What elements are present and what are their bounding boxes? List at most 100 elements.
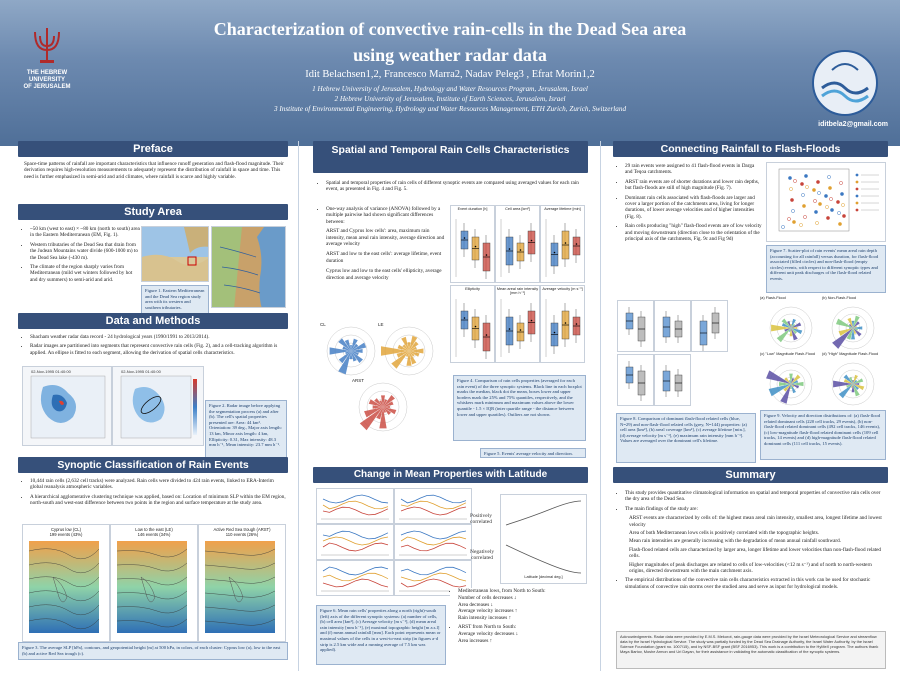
synoptic-map-title: Low to the east (LE) 146 events (34%) [135, 527, 173, 537]
hydrology-program-logo [812, 50, 878, 116]
preface-text: Space-time patterns of rainfall are impo… [24, 161, 284, 201]
fig8-legend [695, 356, 735, 376]
scatter-point [812, 188, 816, 192]
direction-rose: LE [376, 322, 442, 380]
flash-bullet: Rain cells producing "high" flash-flood … [625, 223, 763, 242]
eastern-mediterranean-map [141, 226, 209, 282]
rose-label: LE [378, 322, 384, 327]
synoptic-map: Cyprus low (CL) 199 events (43%) [22, 524, 110, 642]
scatter-point [793, 179, 797, 183]
flash-bullet: ARST rain events are of shorter duration… [625, 179, 763, 192]
figure-3-caption: Figure 3. The average SLP [hPa], contour… [18, 642, 288, 660]
scatter-point [842, 214, 846, 218]
latitude-plot [316, 524, 394, 560]
scatter-point [836, 200, 840, 204]
flash-boxplot [654, 354, 691, 406]
flash-floods-banner: Connecting Rainfall to Flash-Floods [613, 141, 888, 157]
data-methods-bullet: Radar images are partitioned into segmen… [30, 343, 286, 356]
scatter-point [839, 181, 843, 185]
scatter-point [802, 204, 806, 208]
summary-finding: Area of both Mediterranean lows cells is… [629, 530, 820, 537]
boxplot: Mean areal rain intensity [mm h⁻¹] [495, 285, 540, 363]
summary-finding: ARST events are characterized by cells o… [629, 515, 882, 528]
flash-rose-label: (a) Flash-Flood [760, 296, 786, 300]
boxplot: Average velocity [m s⁻¹] [540, 285, 585, 363]
scatter-point [827, 175, 831, 179]
flash-boxplot [691, 300, 728, 352]
scatter-point [825, 205, 829, 209]
scatter-point [788, 176, 792, 180]
scatter-point [813, 199, 817, 203]
scatter-point [826, 216, 830, 220]
affiliation-3: 3 Institute of Environmental Engineering… [273, 105, 627, 113]
latitude-plot [316, 488, 394, 524]
scatter-point [799, 223, 803, 227]
scatter-point [800, 182, 804, 186]
synoptic-bullet: A hierarchical agglomerative clustering … [30, 494, 286, 507]
flash-rose-label: (d) "High" Magnitude Flash-Flood [822, 352, 879, 356]
scatter-point [817, 191, 821, 195]
synoptic-map-title: Cyprus low (CL) 199 events (43%) [49, 527, 83, 537]
direction-rose: ARST [350, 378, 416, 436]
scatter-point [814, 210, 818, 214]
flash-bullet: Dominant rain cells associated with flas… [625, 195, 763, 221]
scatter-point [838, 222, 842, 226]
boxplot-title: Average velocity [m s⁻¹] [542, 287, 583, 291]
boxplot: Ellipticity [450, 285, 495, 363]
mediterranean-lows-title: Mediterranean lows, from North to South: [458, 588, 585, 594]
scatter-point [792, 220, 796, 224]
figure-8-caption: Figure 8. Comparison of dominant flash-f… [616, 413, 756, 463]
poster-header: THE HEBREW UNIVERSITY OF JERUSALEM Chara… [0, 0, 900, 146]
university-name: THE HEBREW UNIVERSITY OF JERUSALEM [23, 70, 71, 90]
study-area-bullet: ~50 km (west to east) × ~80 km (north to… [30, 226, 140, 239]
study-area-banner: Study Area [18, 204, 288, 220]
synoptic-map: Low to the east (LE) 146 events (34%) [110, 524, 198, 642]
arst-item: Average velocity decreases ↓ [458, 631, 519, 638]
spatial-intro: Spatial and temporal properties of rain … [318, 180, 582, 204]
figure-5-caption: Figure 5. Events' average velocity and d… [480, 448, 586, 458]
contact-email[interactable]: iditbela2@gmail.com [818, 121, 888, 128]
mlow-item: Rain intensity increases ↑ [458, 614, 512, 621]
affiliation-1: 1 Hebrew University of Jerusalem, Hydrol… [312, 85, 588, 93]
scatter-point [801, 193, 805, 197]
mlow-item: Area decreases ↓ [458, 601, 494, 608]
study-area-text: ~50 km (west to east) × ~80 km (north to… [22, 226, 140, 306]
scatter-point [781, 225, 785, 229]
radar-image-b: 02-Nov-1995 01:40:00 [112, 366, 204, 446]
spatial-temporal-banner: Spatial and Temporal Rain Cells Characte… [313, 141, 588, 173]
mlow-item: Number of cells decreases ↓ [458, 595, 517, 602]
latitude-plot [394, 488, 472, 524]
boxplot-title: Mean areal rain intensity [mm h⁻¹] [496, 287, 539, 296]
boxplot: Average lifetime [min] [540, 205, 585, 283]
boxplot: Cell area [km²] [495, 205, 540, 283]
rose-label: CL [320, 322, 326, 327]
synoptic-map: Active Red Sea trough (ARST) 110 events … [198, 524, 286, 642]
scatter-point [789, 187, 793, 191]
boxplot-title: Event duration [h] [457, 207, 488, 211]
menorah-icon [34, 28, 60, 63]
radar-image-b-title: 02-Nov-1995 01:40:00 [121, 369, 161, 374]
latitude-banner: Change in Mean Properties with Latitude [313, 467, 588, 483]
title-line-1: Characterization of convective rain-cell… [213, 19, 687, 39]
radar-image-a: 02-Nov-1995 01:40:00 [22, 366, 112, 446]
acknowledgments: Acknowledgments. Radar data were provide… [616, 631, 886, 669]
flash-boxplot [617, 354, 654, 406]
figure-9-caption: Figure 9. Velocity and direction distrib… [760, 410, 886, 460]
synoptic-text: 10,444 rain cells (2,632 cell tracks) we… [22, 478, 286, 522]
title-line-2: using weather radar data [353, 45, 547, 65]
scatter-point [805, 185, 809, 189]
radar-image-a-title: 02-Nov-1995 01:40:00 [31, 369, 71, 374]
negatively-correlated-label: Negatively correlated [470, 549, 495, 561]
synoptic-bullet: 10,444 rain cells (2,632 cell tracks) we… [30, 478, 286, 491]
figure-7-caption: Figure 7. Scatter-plot of rain events' m… [766, 245, 886, 293]
arst-item: Area increases ↑ [458, 637, 493, 644]
spatial-bullet: Spatial and temporal properties of rain … [326, 180, 582, 193]
affiliation-2: 2 Hebrew University of Jerusalem, Instit… [334, 95, 566, 103]
flash-boxplot [617, 300, 654, 352]
flash-rose-label: (b) Non-Flash-Flood [822, 296, 856, 300]
anova-sub-3: Cyprus low and low to the east cells' el… [326, 268, 442, 281]
flash-bullet: 29 rain events were assigned to 41 flash… [625, 163, 763, 176]
summary-bullet: This study provides quantitative climato… [625, 490, 885, 503]
direction-rose: CL [318, 322, 384, 380]
scatter-point [804, 174, 808, 178]
